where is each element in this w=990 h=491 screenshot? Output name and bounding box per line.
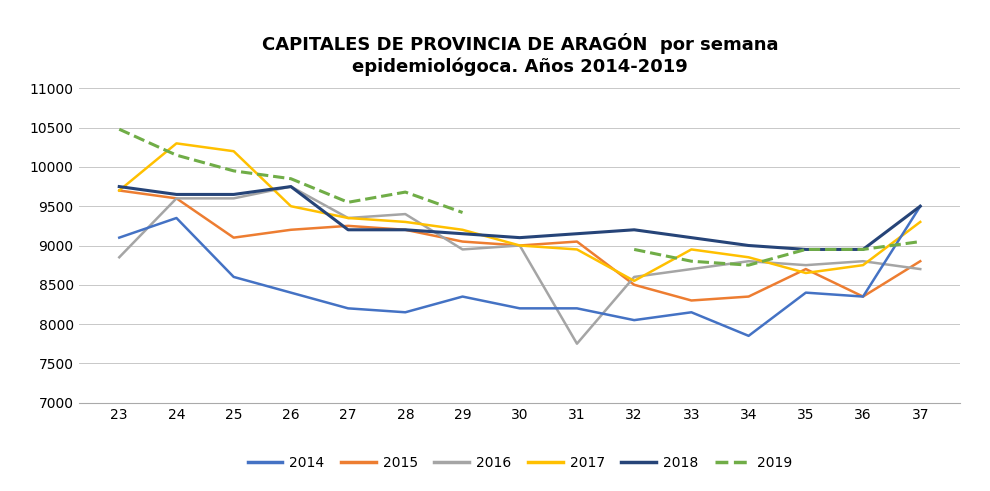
Title: CAPITALES DE PROVINCIA DE ARAGÓN  por semana
epidemiológoca. Años 2014-2019: CAPITALES DE PROVINCIA DE ARAGÓN por sem… xyxy=(261,33,778,76)
Legend: 2014, 2015, 2016, 2017, 2018, 2019: 2014, 2015, 2016, 2017, 2018, 2019 xyxy=(242,450,798,475)
